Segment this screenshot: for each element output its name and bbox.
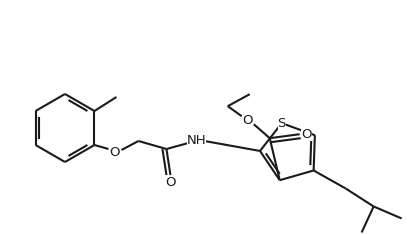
Text: NH: NH — [187, 135, 206, 147]
Text: O: O — [302, 128, 312, 141]
Text: O: O — [243, 114, 253, 127]
Text: S: S — [277, 117, 286, 130]
Text: O: O — [109, 146, 120, 160]
Text: O: O — [165, 176, 176, 190]
